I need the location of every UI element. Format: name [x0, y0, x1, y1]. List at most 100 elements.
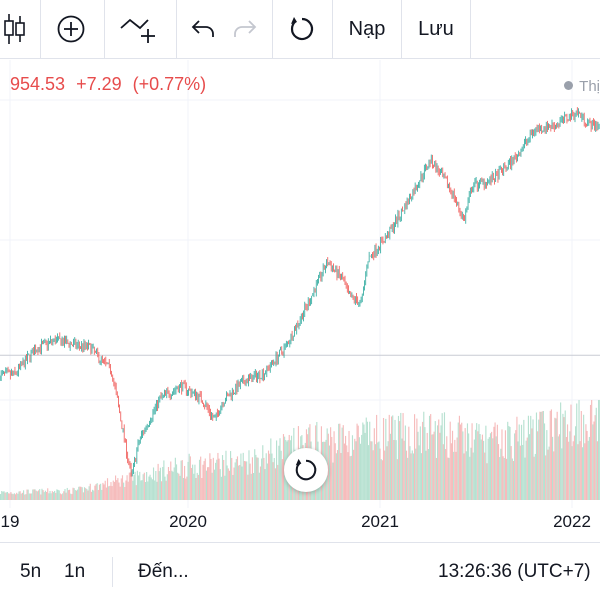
volume-bar [496, 424, 498, 500]
volume-bar [410, 453, 412, 500]
volume-bar [46, 491, 48, 500]
volume-bar [179, 475, 181, 500]
volume-bar [184, 465, 186, 500]
volume-bar [182, 477, 184, 500]
volume-bar [178, 473, 180, 500]
volume-bar [345, 435, 347, 500]
volume-bar [79, 486, 81, 500]
volume-bar [516, 416, 518, 500]
volume-bar [133, 474, 135, 500]
volume-bar [547, 449, 549, 500]
volume-bar [198, 459, 201, 500]
volume-bar [281, 459, 283, 500]
volume-bar [380, 459, 382, 500]
volume-bar [225, 450, 227, 500]
volume-bar [11, 493, 13, 500]
volume-bar [357, 425, 359, 500]
volume-bar [59, 493, 61, 500]
save-layout-button[interactable]: Lưu [418, 17, 454, 40]
volume-bar [430, 414, 432, 500]
volume-bar [358, 437, 360, 500]
volume-bar [47, 488, 49, 500]
volume-bar [16, 492, 18, 500]
volume-bar [469, 456, 471, 500]
volume-bar [120, 478, 122, 500]
volume-bar [112, 480, 114, 500]
volume-bar [266, 463, 268, 500]
volume-bar [257, 457, 259, 500]
volume-bar [115, 475, 117, 500]
volume-bar [121, 475, 124, 500]
volume-bar [169, 470, 171, 500]
volume-bar [428, 415, 431, 500]
volume-bar [190, 467, 193, 500]
volume-bar [220, 476, 222, 500]
volume-bar [73, 488, 75, 500]
volume-bar [486, 463, 488, 500]
range-5y-button[interactable]: 5n [20, 561, 42, 582]
volume-bar [132, 480, 134, 500]
series-legend[interactable]: Thị [564, 78, 600, 95]
volume-bar [21, 492, 23, 500]
volume-bar [125, 480, 127, 500]
volume-bar [359, 443, 362, 500]
volume-bar [82, 492, 84, 500]
volume-bar [537, 431, 539, 500]
volume-bar [158, 471, 160, 500]
volume-bar [519, 445, 521, 500]
price-chart[interactable] [0, 60, 600, 542]
volume-bar [376, 414, 378, 500]
volume-bar [42, 490, 44, 500]
volume-bar [566, 424, 569, 500]
volume-bar [554, 417, 556, 500]
volume-bar [370, 441, 372, 500]
volume-bar [511, 458, 513, 500]
volume-bar [500, 448, 502, 500]
load-layout-button[interactable]: Nạp [348, 17, 386, 40]
volume-bar [278, 445, 280, 500]
volume-bar [205, 470, 207, 500]
candlestick-chart-type-icon[interactable] [0, 0, 28, 58]
reset-chart-button[interactable] [284, 448, 328, 492]
volume-bar [464, 428, 466, 500]
volume-bar [331, 436, 333, 500]
volume-bar [374, 444, 377, 500]
volume-bar [92, 489, 94, 500]
volume-bar [553, 451, 555, 500]
volume-bar [468, 433, 470, 500]
volume-bar [9, 493, 11, 500]
redo-icon[interactable] [228, 0, 262, 58]
volume-bar [461, 422, 463, 500]
volume-bar [339, 423, 341, 500]
volume-bar [408, 426, 410, 500]
volume-bar [508, 426, 510, 500]
volume-bar [170, 461, 172, 500]
clock-timezone[interactable]: 13:26:36 (UTC+7) [438, 561, 591, 582]
x-tick-label: 2020 [169, 512, 207, 531]
volume-bar [236, 456, 239, 500]
volume-bar [77, 489, 79, 500]
volume-bar [438, 419, 440, 500]
volume-bar [211, 472, 213, 500]
volume-bar [509, 426, 511, 500]
volume-bar [364, 432, 366, 500]
volume-bar [162, 466, 164, 500]
volume-bar [3, 491, 5, 500]
volume-bar [171, 470, 173, 500]
compare-symbol-icon[interactable] [116, 0, 162, 58]
volume-bar [4, 492, 6, 500]
range-1y-button[interactable]: 1n [64, 561, 86, 582]
volume-bar [447, 457, 449, 500]
volume-bar [104, 480, 106, 500]
undo-icon[interactable] [186, 0, 220, 58]
add-indicator-icon[interactable] [52, 0, 90, 58]
volume-bar [212, 457, 214, 500]
reload-icon[interactable] [284, 0, 320, 58]
goto-date-button[interactable]: Đến... [138, 561, 189, 582]
volume-bar [440, 425, 442, 500]
volume-bar [443, 412, 446, 500]
volume-bar [197, 474, 199, 500]
volume-bar [342, 425, 344, 500]
volume-bar [347, 452, 349, 500]
volume-bar [230, 451, 232, 500]
